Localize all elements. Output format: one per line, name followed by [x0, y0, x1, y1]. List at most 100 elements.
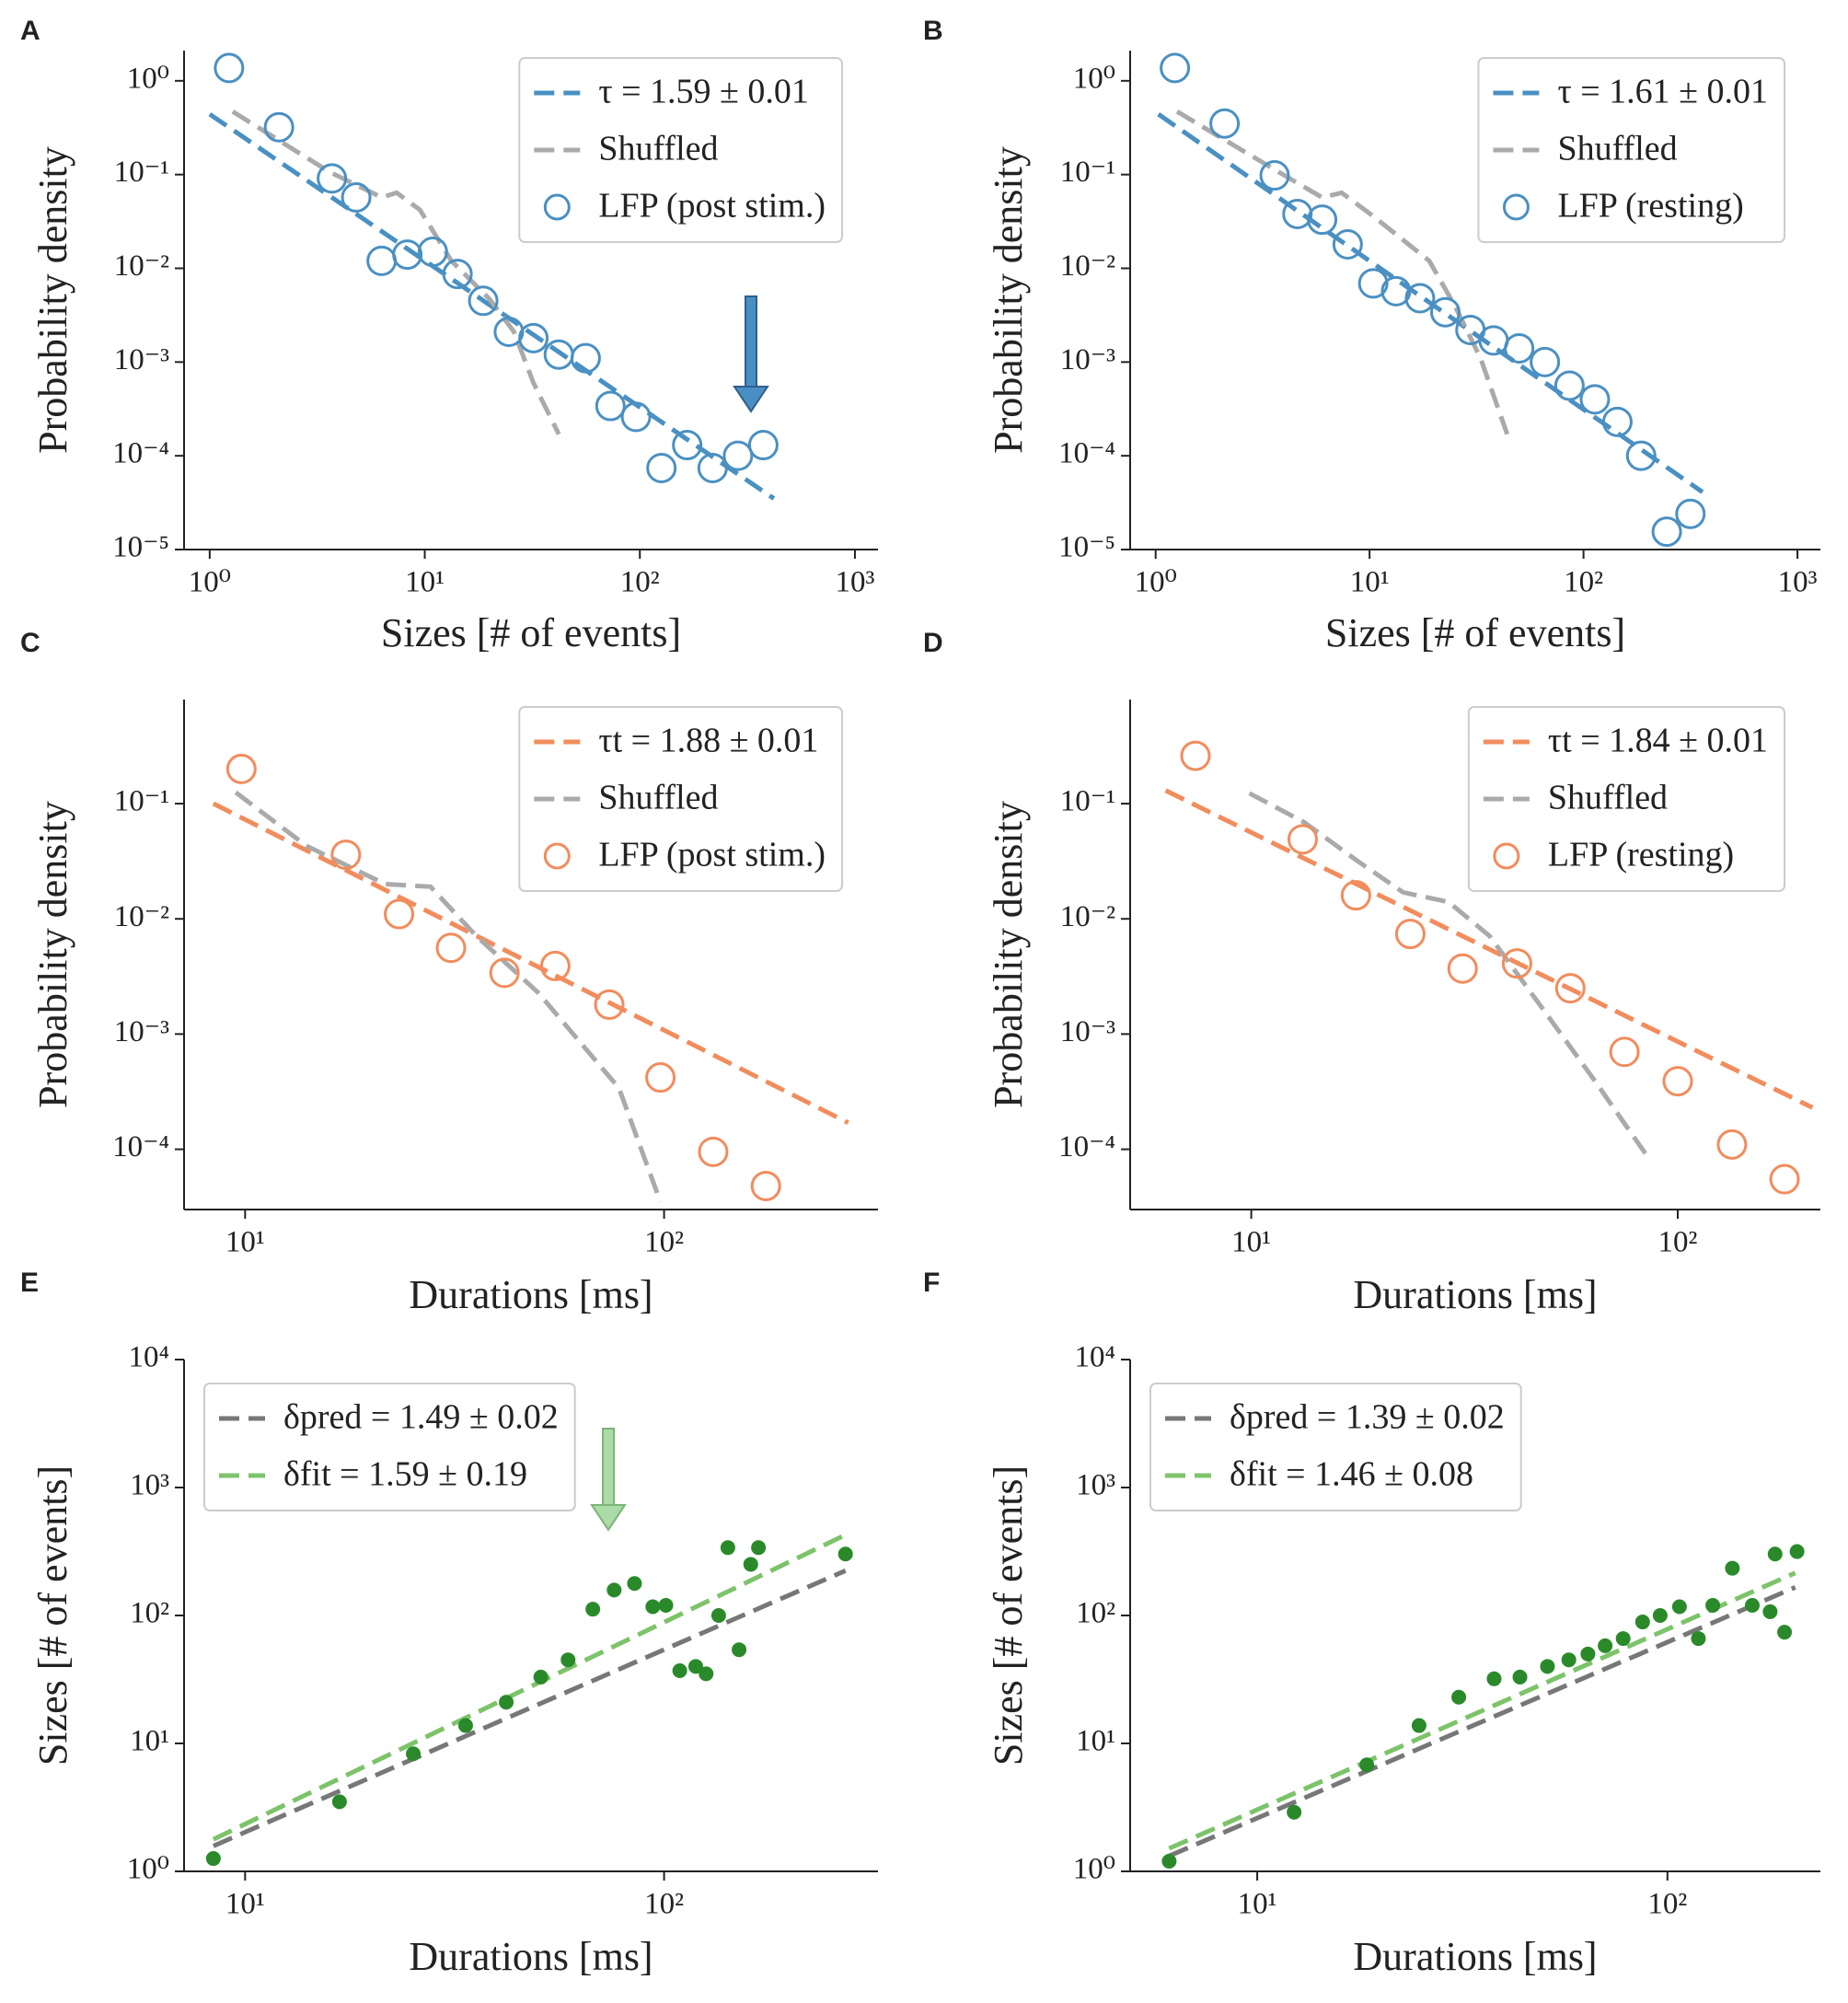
data-point: [560, 1652, 576, 1668]
data-point: [672, 430, 703, 461]
y-axis-label: Sizes [# of events]: [986, 1465, 1031, 1766]
legend-box: [518, 706, 843, 892]
data-point: [594, 989, 625, 1020]
data-point: [1504, 332, 1535, 364]
legend-label: LFP (resting): [1557, 187, 1743, 226]
data-point: [658, 1597, 674, 1613]
data-point: [732, 1642, 747, 1658]
x-axis-label: Durations [ms]: [1353, 1272, 1597, 1317]
data-point: [1161, 1853, 1177, 1869]
x-tick-label: 10⁰: [189, 566, 231, 599]
x-axis-label: Durations [ms]: [409, 1272, 653, 1317]
panel: F 10⁰ 10¹ 10² 10³ 10⁴ 10¹ 10² Durations [ms] Size…: [923, 1268, 1820, 1979]
fit-line: [1164, 788, 1814, 1110]
data-point: [366, 245, 398, 276]
y-tick-label: 10⁻³: [114, 343, 169, 376]
data-point: [1411, 1718, 1426, 1733]
legend-label: δpred = 1.39 ± 0.02: [1230, 1398, 1505, 1437]
x-tick-label: 10²: [644, 1226, 684, 1259]
legend-label: δfit = 1.46 ± 0.08: [1230, 1455, 1473, 1494]
data-point: [645, 1599, 661, 1615]
data-point: [1744, 1597, 1760, 1613]
y-tick-label: 10⁻³: [1060, 343, 1115, 376]
legend-label: Shuffled: [1557, 130, 1677, 168]
data-point: [1501, 948, 1532, 979]
data-point: [1671, 1599, 1687, 1615]
legend-label: τ = 1.59 ± 0.01: [598, 73, 809, 111]
data-point: [1769, 1164, 1800, 1195]
data-point: [837, 1546, 853, 1562]
data-point: [1652, 1608, 1668, 1623]
legend-swatch: [1493, 842, 1520, 870]
y-tick-label: 10⁻¹: [114, 156, 169, 189]
y-tick-label: 10⁰: [127, 62, 169, 95]
x-tick-label: 10¹: [1350, 566, 1390, 599]
data-point: [645, 1062, 676, 1094]
data-point: [442, 259, 473, 290]
legend: τt = 1.84 ± 0.01 Shuffled LFP (resting): [1467, 706, 1785, 892]
data-point: [1615, 1631, 1631, 1647]
data-point: [751, 1540, 767, 1556]
fit-line: [1168, 1570, 1796, 1851]
fit-line: [1175, 110, 1510, 435]
data-point: [1777, 1625, 1793, 1640]
x-axis-label: Sizes [# of events]: [1325, 610, 1625, 655]
data-point: [1380, 275, 1412, 307]
data-point: [1332, 228, 1363, 260]
data-point: [205, 1851, 221, 1867]
data-point: [1287, 1804, 1302, 1820]
x-tick-label: 10¹: [225, 1888, 265, 1921]
data-point: [1282, 198, 1313, 229]
x-tick-label: 10³: [1778, 566, 1818, 599]
data-point: [1651, 516, 1682, 548]
fit-line: [1168, 1585, 1796, 1858]
legend-label: Shuffled: [598, 130, 718, 168]
y-tick-label: 10⁻³: [114, 1015, 169, 1048]
legend: δpred = 1.39 ± 0.02 δfit = 1.46 ± 0.08: [1149, 1383, 1522, 1511]
data-point: [435, 932, 467, 964]
y-axis-label: Probability density: [986, 146, 1031, 454]
data-point: [750, 1170, 781, 1201]
y-axis-label: Sizes [# of events]: [30, 1465, 75, 1766]
data-point: [1357, 268, 1389, 299]
data-point: [1404, 283, 1436, 314]
y-tick-label: 10⁻¹: [1060, 785, 1115, 818]
y-tick-label: 10⁻¹: [1060, 156, 1115, 189]
legend-label: Shuffled: [598, 779, 718, 817]
panel: E 10⁰ 10¹ 10² 10³ 10⁴ 10¹ 10² Durations [ms] Size…: [20, 1268, 878, 1979]
data-point: [1762, 1604, 1778, 1619]
x-tick-label: 10³: [835, 566, 874, 599]
legend-label: δpred = 1.49 ± 0.02: [283, 1398, 559, 1437]
panel-letter: C: [20, 628, 40, 658]
y-tick-label: 10⁰: [1073, 1853, 1115, 1886]
data-point: [1662, 1066, 1693, 1097]
y-tick-label: 10⁻⁴: [112, 1130, 169, 1164]
panel-letter: E: [20, 1268, 39, 1298]
data-point: [747, 430, 779, 461]
y-axis-label: Probability density: [986, 801, 1031, 1108]
y-axis-label: Probability density: [30, 146, 75, 454]
legend-label: τt = 1.88 ± 0.01: [598, 722, 818, 760]
data-point: [697, 452, 728, 483]
data-point: [1340, 880, 1371, 911]
y-tick-label: 10²: [130, 1597, 169, 1630]
y-tick-label: 10¹: [130, 1725, 169, 1758]
data-point: [1789, 1544, 1805, 1559]
data-point: [1580, 1646, 1596, 1661]
data-point: [1598, 1638, 1613, 1653]
y-tick-label: 10⁴: [1074, 1341, 1115, 1374]
x-axis-label: Sizes [# of events]: [381, 610, 681, 655]
y-tick-label: 10⁻⁴: [1058, 1130, 1115, 1164]
y-tick-label: 10¹: [1076, 1725, 1115, 1758]
data-point: [1429, 296, 1461, 328]
data-point: [1675, 498, 1706, 529]
data-point: [698, 1136, 729, 1167]
fit-line: [1157, 112, 1704, 494]
data-point: [468, 285, 499, 317]
data-point: [606, 1582, 622, 1598]
data-point: [317, 163, 348, 194]
data-point: [330, 839, 362, 871]
data-point: [1451, 1689, 1467, 1705]
legend-swatch: [543, 193, 571, 221]
x-tick-label: 10²: [1647, 1888, 1687, 1921]
